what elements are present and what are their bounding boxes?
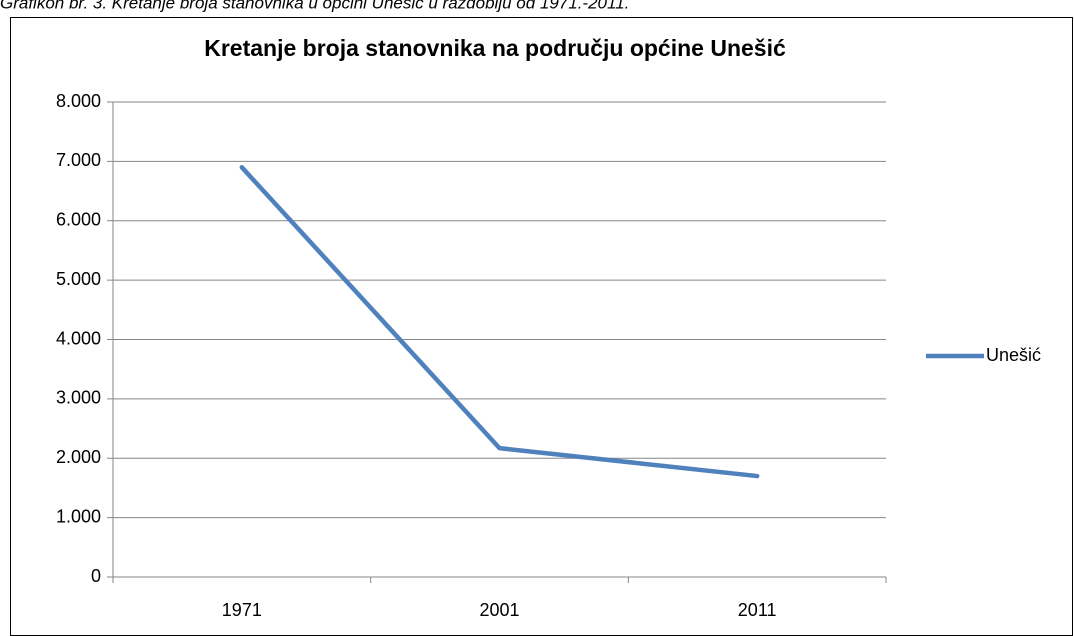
y-tick-label: 7.000 bbox=[56, 150, 101, 170]
y-tick-label: 2.000 bbox=[56, 447, 101, 467]
caption: Grafikon br. 3. Kretanje broja stanovnik… bbox=[0, 0, 629, 12]
x-tick-label: 2001 bbox=[479, 600, 519, 620]
chart-frame bbox=[10, 17, 1073, 636]
y-tick-label: 0 bbox=[91, 566, 101, 586]
y-tick-label: 5.000 bbox=[56, 269, 101, 289]
legend-label: Unešić bbox=[986, 345, 1041, 365]
series-line bbox=[239, 165, 760, 479]
y-tick-label: 4.000 bbox=[56, 328, 101, 348]
y-tick-label: 3.000 bbox=[56, 388, 101, 408]
y-tick-label: 1.000 bbox=[56, 506, 101, 526]
y-tick-label: 6.000 bbox=[56, 210, 101, 230]
x-tick-label: 1971 bbox=[222, 600, 262, 620]
x-tick-label: 2011 bbox=[738, 600, 777, 620]
chart-title: Kretanje broja stanovnika na području op… bbox=[204, 35, 786, 61]
y-tick-label: 8.000 bbox=[56, 91, 101, 111]
